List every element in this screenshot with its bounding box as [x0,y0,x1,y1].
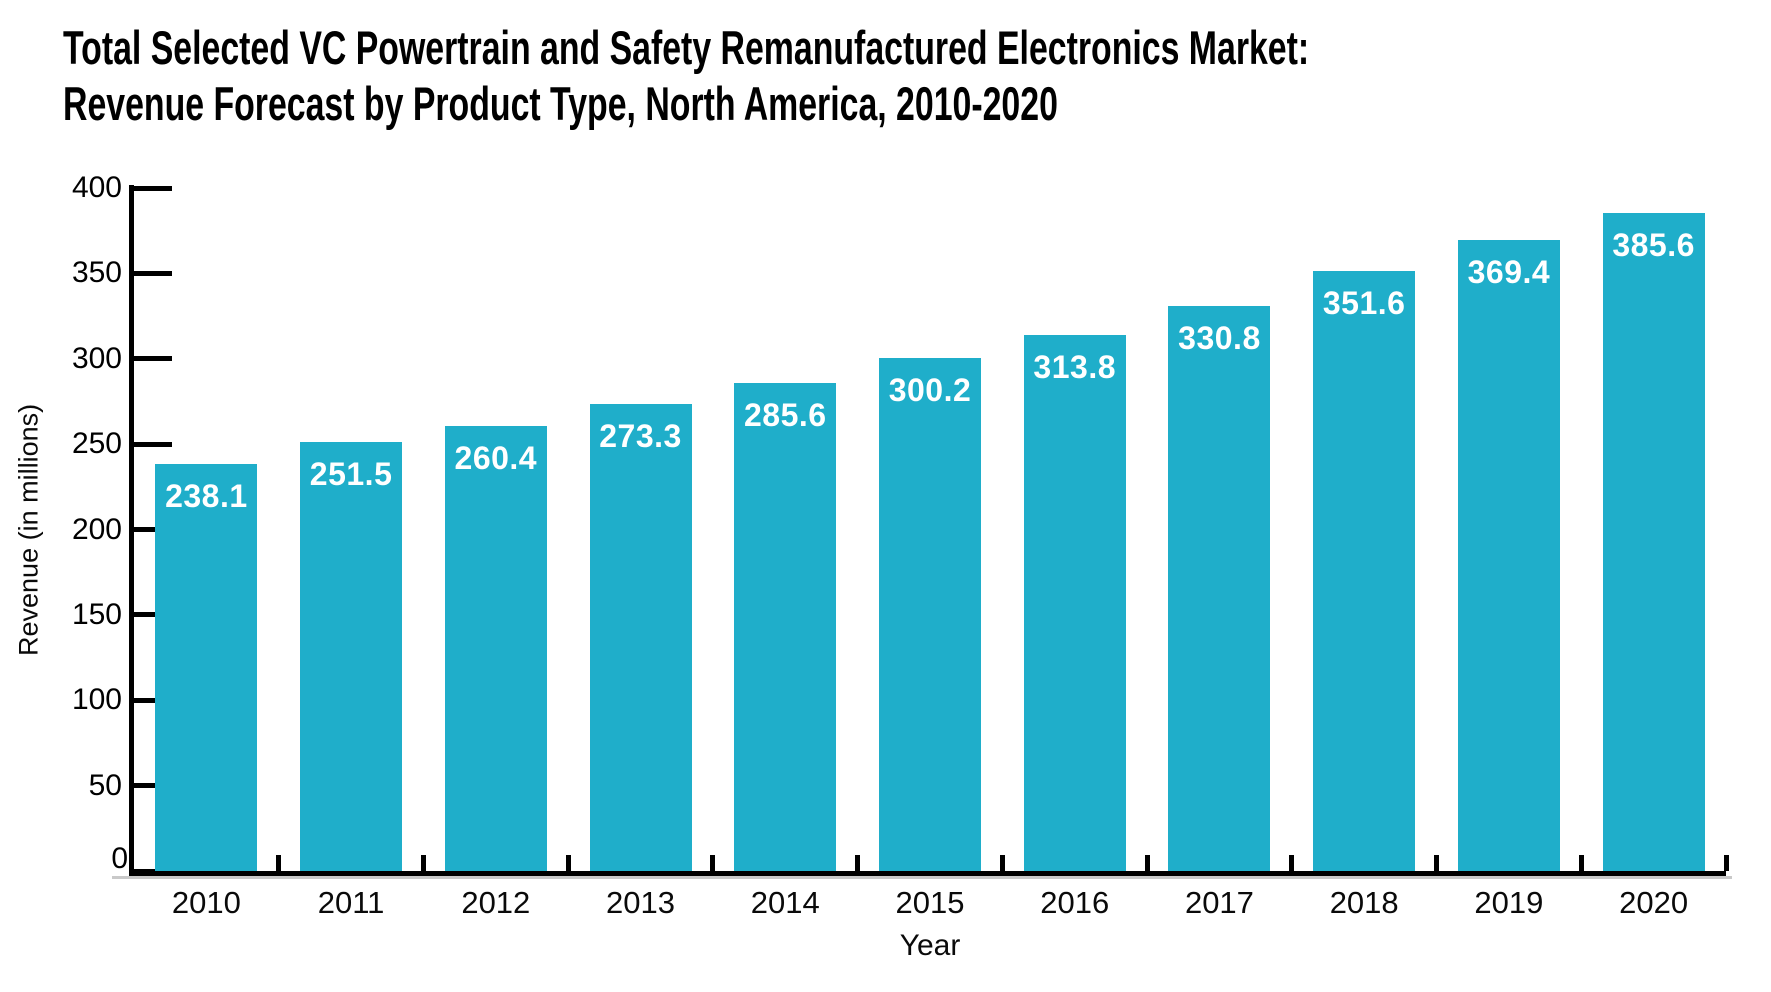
bar-value-label: 300.2 [888,372,972,409]
chart-title-line-2: Revenue Forecast by Product Type, North … [63,77,1058,130]
bar-2011: 251.5 [300,441,403,871]
bar-2019: 369.4 [1457,240,1560,871]
y-tick-label: 50 [88,768,122,802]
y-tick-label: 400 [71,171,122,204]
bar-value-label: 385.6 [1612,226,1695,263]
bar-value-label: 330.8 [1178,320,1261,357]
y-axis-tick [134,356,172,362]
bar-value-label: 273.3 [599,418,682,455]
y-tick-label: 200 [71,512,122,546]
x-axis-tick [1723,855,1729,871]
chart-title-line-1: Total Selected VC Powertrain and Safety … [63,21,1310,74]
x-tick-label-2019: 2019 [1474,885,1544,920]
x-axis-tick [276,855,282,871]
x-axis-tick [1434,855,1440,871]
y-axis-tick [134,527,172,532]
bar-value-label: 251.5 [309,455,393,492]
y-axis-tick [134,612,172,618]
bar-value-label: 369.4 [1467,254,1551,291]
bar-2020: 385.6 [1602,212,1705,871]
x-tick-label-2013: 2013 [606,885,676,920]
y-tick-label: 350 [71,256,122,290]
x-axis-tick [855,855,861,871]
y-tick-label: 100 [71,683,122,717]
bar-2016: 313.8 [1023,335,1126,871]
x-axis-shadow [112,876,1732,879]
y-axis-tick [134,697,172,703]
x-axis-tick [999,855,1005,871]
y-axis-tick [134,783,172,789]
x-tick-label-2014: 2014 [750,885,820,920]
y-axis-tick [134,441,172,447]
y-tick-label: 250 [71,427,122,461]
x-axis-tick [420,855,426,871]
x-axis-tick [710,855,716,871]
y-tick-label: 300 [71,341,122,375]
x-tick-label-2017: 2017 [1184,885,1254,920]
x-tick-label-2010: 2010 [171,885,241,920]
x-tick-label-2016: 2016 [1040,885,1110,920]
bar-2015: 300.2 [879,358,981,871]
bar-2012: 260.4 [444,426,547,871]
bar-2010: 238.1 [155,464,258,871]
x-axis-line [129,871,1726,876]
chart-title: Total Selected VC Powertrain and Safety … [63,20,1309,132]
bar-value-label: 260.4 [454,440,538,477]
x-tick-label-2015: 2015 [895,885,965,920]
y-tick-label: 0 [111,842,128,875]
x-axis-tick [1144,855,1150,871]
x-axis-tick [565,855,571,871]
x-tick-label-2012: 2012 [461,885,531,920]
x-axis-tick [1578,855,1584,871]
y-axis-line [129,185,134,876]
x-tick-label-2011: 2011 [317,885,385,920]
bar-2018: 351.6 [1313,270,1416,871]
x-axis-title: Year [899,929,961,962]
x-axis-tick [1289,855,1295,871]
y-axis-title: Revenue (in millions) [13,403,44,656]
bar-value-label: 285.6 [743,397,827,434]
y-axis-tick [134,270,172,276]
y-axis-tick [134,185,172,191]
bar-2013: 273.3 [589,404,692,871]
y-tick-label: 150 [71,597,122,631]
bar-2017: 330.8 [1168,306,1271,871]
x-tick-label-2020: 2020 [1619,885,1689,920]
bar-value-label: 351.6 [1322,284,1406,321]
bar-value-label: 313.8 [1033,349,1116,386]
y-axis-tick [134,868,172,874]
bar-2014: 285.6 [734,383,837,871]
x-tick-label-2018: 2018 [1329,885,1399,920]
bar-value-label: 238.1 [165,478,248,515]
